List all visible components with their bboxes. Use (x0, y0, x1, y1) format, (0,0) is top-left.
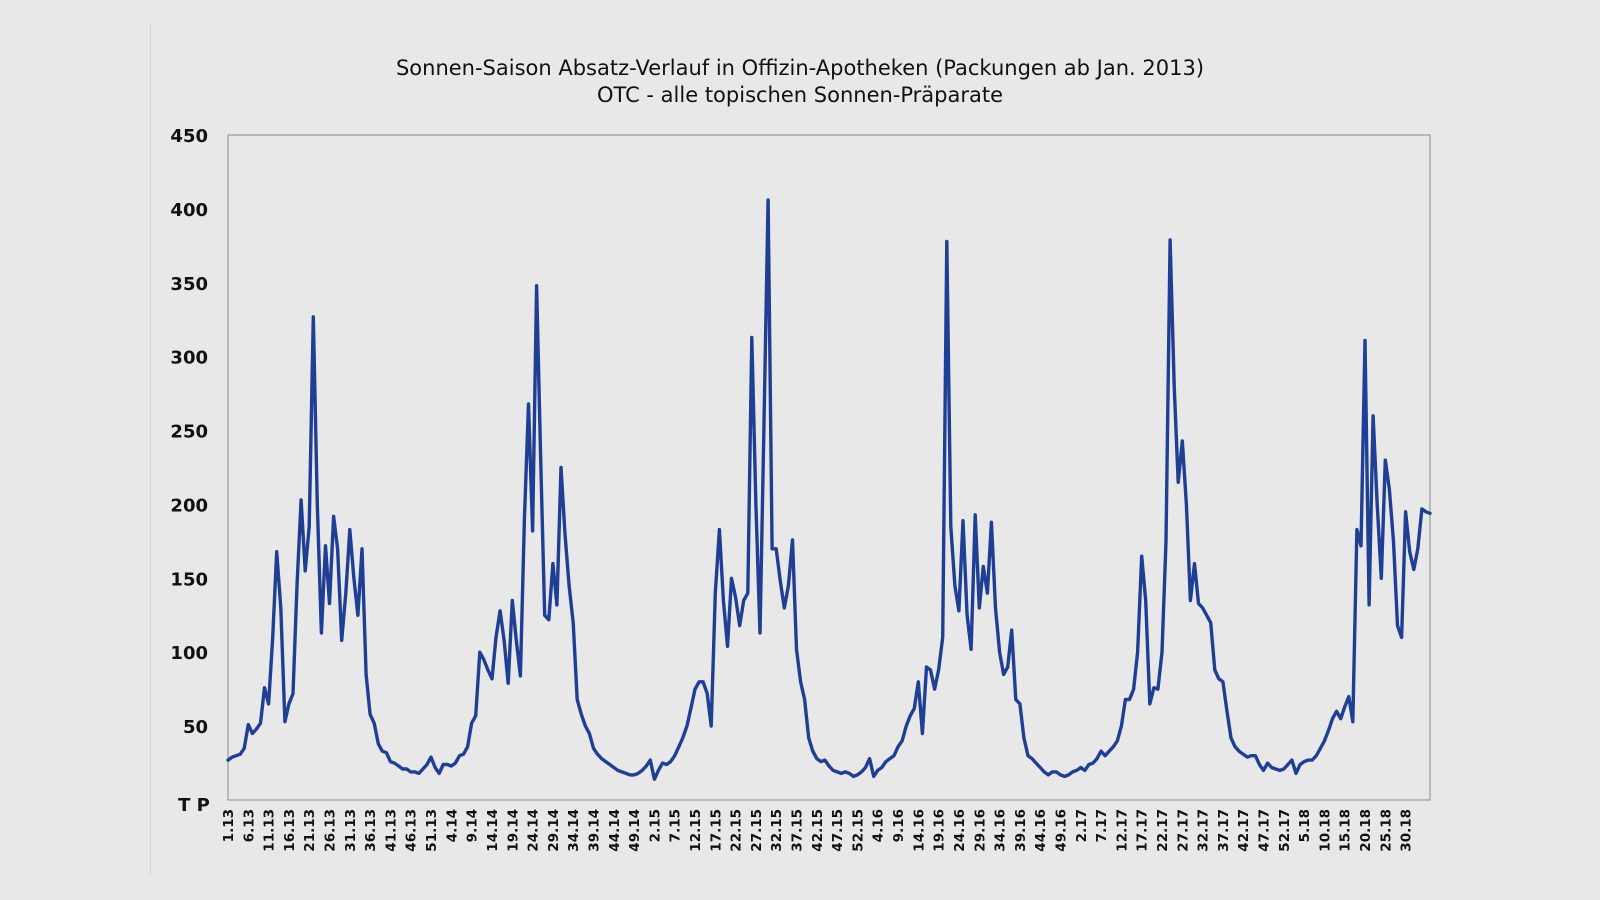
x-tick-label: 37.15 (790, 809, 806, 852)
y-tick-label: 200 (170, 495, 208, 516)
y-tick-label: 250 (170, 422, 208, 443)
x-tick-label: 49.16 (1053, 809, 1069, 852)
x-tick-label: 51.13 (424, 809, 440, 852)
x-tick-label: 9.14 (465, 809, 481, 842)
y-tick-label: 350 (170, 274, 208, 295)
x-tick-label: 6.13 (241, 809, 257, 842)
x-tick-label: 44.14 (607, 809, 623, 852)
x-tick-label: 7.15 (668, 809, 684, 842)
y-axis: 50 100 150 200 250 300 350 400 450 (170, 126, 208, 738)
x-tick-label: 5.18 (1297, 809, 1313, 842)
x-tick-label: 37.17 (1216, 809, 1232, 852)
x-tick-label: 34.14 (566, 809, 582, 852)
x-tick-label: 14.14 (485, 809, 501, 852)
x-tick-label: 12.17 (1114, 809, 1130, 852)
x-tick-label: 49.14 (627, 809, 643, 852)
x-tick-label: 4.16 (871, 809, 887, 842)
x-tick-label: 32.17 (1196, 809, 1212, 852)
y-tick-label: 150 (170, 569, 208, 590)
chart-title-block: Sonnen-Saison Absatz-Verlauf in Offizin-… (0, 55, 1600, 109)
x-tick-label: 32.15 (769, 809, 785, 852)
x-tick-label: 46.13 (404, 809, 420, 852)
x-tick-label: 19.16 (932, 809, 948, 852)
x-tick-label: 17.17 (1135, 809, 1151, 852)
x-tick-label: 42.17 (1236, 809, 1252, 852)
x-tick-label: 39.16 (1013, 809, 1029, 852)
x-tick-label: 34.16 (993, 809, 1009, 852)
x-axis: 1.13 6.13 11.13 16.13 21.13 26.13 31.13 36.13 41… (221, 809, 1415, 852)
x-tick-label: 21.13 (302, 809, 318, 852)
x-tick-label: 29.14 (546, 809, 562, 852)
x-tick-label: 22.17 (1155, 809, 1171, 852)
x-tick-label: 42.15 (810, 809, 826, 852)
x-tick-label: 2.17 (1074, 809, 1090, 842)
x-tick-label: 31.13 (343, 809, 359, 852)
x-tick-label: 27.17 (1175, 809, 1191, 852)
y-axis-zero-label: T P (178, 795, 210, 816)
x-tick-label: 2.15 (647, 809, 663, 842)
x-tick-label: 36.13 (363, 809, 379, 852)
x-tick-label: 27.15 (749, 809, 765, 852)
x-tick-label: 11.13 (262, 809, 278, 852)
y-tick-label: 450 (170, 126, 208, 147)
chart-subtitle: OTC - alle topischen Sonnen-Präparate (596, 83, 1004, 107)
x-tick-label: 25.18 (1378, 809, 1394, 852)
x-tick-label: 14.16 (911, 809, 927, 852)
x-tick-label: 15.18 (1338, 809, 1354, 852)
x-tick-label: 52.17 (1277, 809, 1293, 852)
x-tick-label: 19.14 (505, 809, 521, 852)
x-tick-label: 1.13 (221, 809, 237, 842)
x-tick-label: 12.15 (688, 809, 704, 852)
chart-frame (150, 25, 1600, 875)
x-tick-label: 10.18 (1317, 809, 1333, 852)
series-line (226, 198, 1432, 781)
x-tick-label: 39.14 (586, 809, 602, 852)
y-tick-label: 100 (170, 643, 208, 664)
y-tick-label: 50 (183, 717, 208, 738)
x-tick-label: 16.13 (282, 809, 298, 852)
y-tick-label: 300 (170, 348, 208, 369)
x-tick-label: 47.15 (830, 809, 846, 852)
x-tick-label: 30.18 (1399, 809, 1415, 852)
x-tick-label: 29.16 (972, 809, 988, 852)
x-tick-label: 47.17 (1257, 809, 1273, 852)
x-tick-label: 22.15 (729, 809, 745, 852)
plot-area (227, 134, 1431, 801)
x-tick-label: 41.13 (383, 809, 399, 852)
x-tick-label: 26.13 (323, 809, 339, 852)
x-tick-label: 4.14 (444, 809, 460, 842)
x-tick-label: 20.18 (1358, 809, 1374, 852)
y-tick-label: 400 (170, 200, 208, 221)
x-tick-label: 44.16 (1033, 809, 1049, 852)
x-tick-label: 17.15 (708, 809, 724, 852)
x-tick-label: 24.16 (952, 809, 968, 852)
x-tick-label: 7.17 (1094, 809, 1110, 842)
x-tick-label: 52.15 (850, 809, 866, 852)
x-tick-label: 24.14 (526, 809, 542, 852)
chart-title: Sonnen-Saison Absatz-Verlauf in Offizin-… (395, 56, 1205, 80)
x-tick-label: 9.16 (891, 809, 907, 842)
